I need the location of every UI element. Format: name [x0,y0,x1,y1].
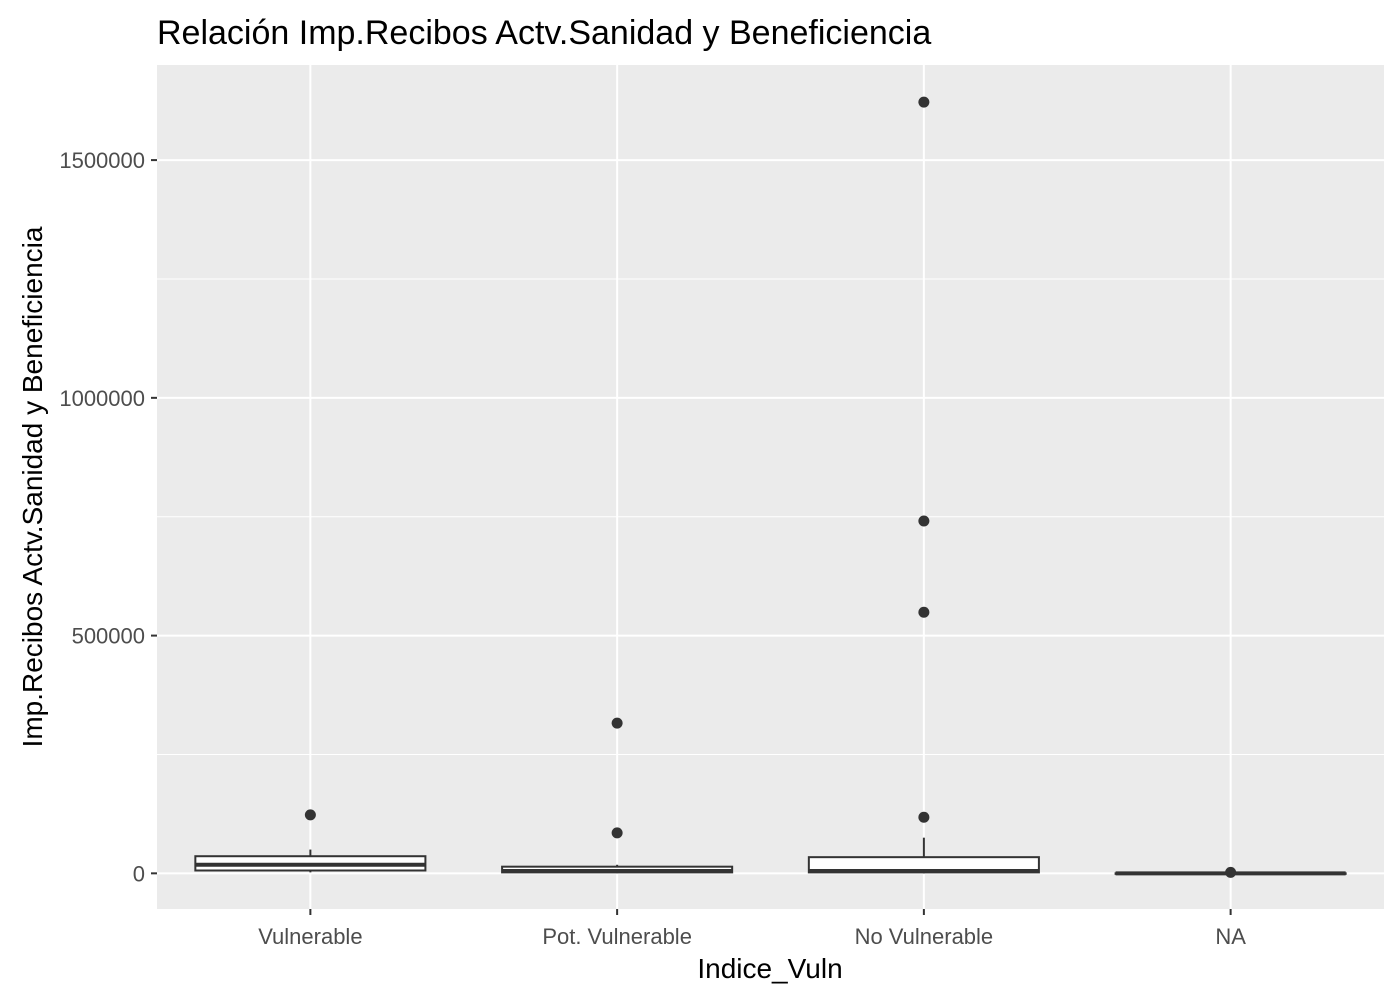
plot-panel [157,65,1384,909]
outlier-point [1225,866,1237,878]
y-tick-label: 0 [133,861,145,886]
box-na [1114,866,1347,878]
y-tick-label: 1000000 [59,386,145,411]
y-axis-title: Imp.Recibos Actv.Sanidad y Beneficiencia [17,226,48,747]
x-axis-ticks: Vulnerable Pot. Vulnerable No Vulnerable NA [258,909,1246,949]
outlier-point [918,96,930,108]
x-tick-label: Vulnerable [258,924,362,949]
grid-lines [157,65,1384,909]
box-pot-vulnerable [501,717,734,874]
x-tick-label: NA [1215,924,1246,949]
x-tick-label: Pot. Vulnerable [542,924,692,949]
outlier-point [918,811,930,823]
x-tick-label: No Vulnerable [855,924,994,949]
outlier-point [611,717,623,729]
y-tick-label: 1500000 [59,148,145,173]
y-tick-label: 500000 [72,624,145,649]
outlier-point [918,606,930,618]
y-axis-ticks: 0 500000 1000000 1500000 [59,148,157,886]
chart-title: Relación Imp.Recibos Actv.Sanidad y Bene… [157,14,931,52]
outlier-point [611,827,623,839]
boxes-layer [194,96,1347,878]
box-no-vulnerable [807,96,1040,874]
outlier-point [918,515,930,527]
outlier-point [304,809,316,821]
box-vulnerable [194,809,427,873]
x-axis-title: Indice_Vuln [697,953,842,984]
